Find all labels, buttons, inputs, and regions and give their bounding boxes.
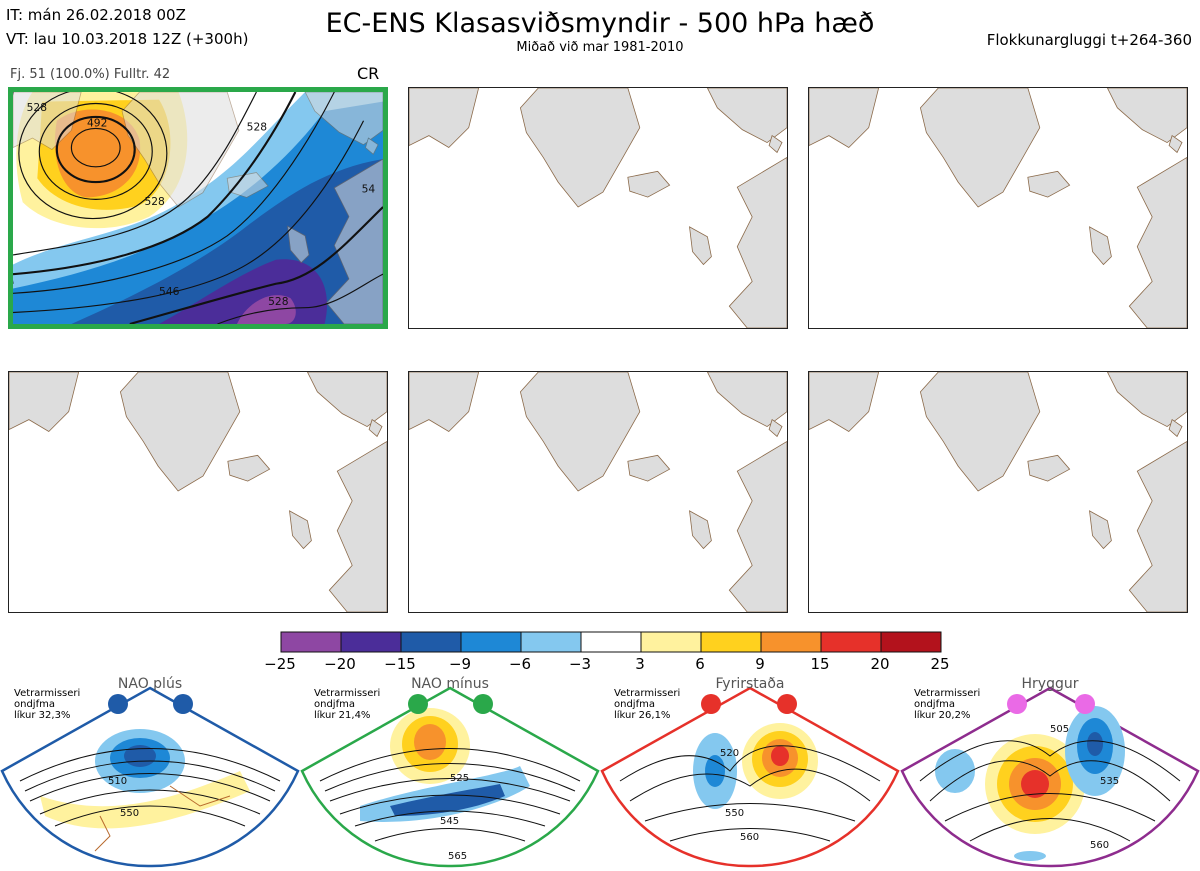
colorbar-tick: −15 xyxy=(384,655,416,673)
empty-map-panel xyxy=(408,371,788,613)
page-title: EC-ENS Klasasviðsmyndir - 500 hPa hæð xyxy=(325,8,875,39)
regime-map: 525 545 565 xyxy=(300,686,600,868)
contour-label: 528 xyxy=(247,120,268,133)
contour-label: 535 xyxy=(1100,776,1119,787)
colorbar-box xyxy=(340,631,402,653)
colorbar-tick: −25 xyxy=(264,655,296,673)
regime-note: Vetrarmisseri ondjfma líkur 20,2% xyxy=(914,688,994,721)
empty-map-panel xyxy=(8,371,388,613)
colorbar-box xyxy=(700,631,762,653)
cluster-code: CR xyxy=(357,64,380,83)
regime-note-line: líkur 26,1% xyxy=(614,710,671,721)
colorbar-box xyxy=(460,631,522,653)
colorbar-tick: 20 xyxy=(870,655,890,673)
regime-nao-minus: 525 545 565 NAO mínus Vetrarmisseri ondjf… xyxy=(300,676,600,871)
regime-note-line: ondjfma xyxy=(314,699,355,710)
regime-name: Hryggur xyxy=(1021,676,1079,692)
regime-map: 520 550 560 xyxy=(600,686,900,868)
page-subtitle: Miðað við mar 1981-2010 xyxy=(516,40,684,55)
regime-note: Vetrarmisseri ondjfma líkur 32,3% xyxy=(14,688,94,721)
height-contours xyxy=(13,92,383,324)
regime-note-line: líkur 32,3% xyxy=(14,710,71,721)
colorbar-tick: −9 xyxy=(448,655,472,673)
empty-map-panel xyxy=(808,87,1188,329)
regime-note: Vetrarmisseri ondjfma líkur 26,1% xyxy=(614,688,694,721)
colorbar-box xyxy=(280,631,342,653)
regime-note-line: Vetrarmisseri xyxy=(314,688,381,699)
contour-label: 550 xyxy=(120,808,139,819)
contour-label: 492 xyxy=(87,117,107,130)
regime-note-line: ondjfma xyxy=(14,699,55,710)
colorbar-box xyxy=(820,631,882,653)
empty-map xyxy=(809,372,1187,612)
contour-label: 560 xyxy=(740,832,759,843)
contour-label: 546 xyxy=(159,285,180,298)
regime-name: NAO mínus xyxy=(411,676,489,692)
regime-note-line: Vetrarmisseri xyxy=(614,688,681,699)
regime-note-line: líkur 20,2% xyxy=(914,710,971,721)
colorbar-box xyxy=(580,631,642,653)
valid-time: VT: lau 10.03.2018 12Z (+300h) xyxy=(6,30,249,48)
regime-name: Fyrirstaða xyxy=(715,676,785,692)
cluster-map: 492 528 528 546 528 528 54 xyxy=(13,92,383,324)
colorbar-box xyxy=(760,631,822,653)
empty-map-panel xyxy=(408,87,788,329)
empty-map-panel xyxy=(808,371,1188,613)
contour-label: 550 xyxy=(725,808,744,819)
contour-label: 520 xyxy=(720,748,739,759)
regime-note-line: líkur 21,4% xyxy=(314,710,371,721)
colorbar-box xyxy=(880,631,942,653)
classification-window: Flokkunargluggi t+264-360 xyxy=(986,31,1192,49)
contour-label: 528 xyxy=(268,295,289,308)
colorbar-tick: −20 xyxy=(324,655,356,673)
regime-fyrirstada: 520 550 560 Fyrirstaða Vetrarmisseri ondj… xyxy=(600,676,900,871)
colorbar-tick: 3 xyxy=(635,655,645,673)
anomaly-minus20 xyxy=(236,295,296,324)
colorbar-box xyxy=(640,631,702,653)
regime-nao-plus: 510 550 NAO plús Vetrarmisseri ondjfma lík… xyxy=(0,676,300,871)
contour-label: 528 xyxy=(27,101,48,114)
regime-note-line: Vetrarmisseri xyxy=(914,688,981,699)
contour-label: 525 xyxy=(450,773,469,784)
contour-label: 545 xyxy=(440,816,459,827)
regime-note-line: Vetrarmisseri xyxy=(14,688,81,699)
colorbar-tick: 9 xyxy=(755,655,765,673)
cluster-info: Fj. 51 (100.0%) Fulltr. 42 xyxy=(10,67,171,82)
contour-label: 565 xyxy=(448,851,467,862)
cluster-map-panel: 492 528 528 546 528 528 54 xyxy=(8,87,388,329)
regime-note: Vetrarmisseri ondjfma líkur 21,4% xyxy=(314,688,394,721)
regime-name: NAO plús xyxy=(117,676,183,692)
colorbar-box xyxy=(520,631,582,653)
regime-hryggur: 505 535 560 Hryggur Vetrarmisseri ondjfma… xyxy=(900,676,1200,871)
contour-label: 528 xyxy=(144,195,165,208)
empty-map xyxy=(409,372,787,612)
empty-map xyxy=(9,372,387,612)
contour-label: 505 xyxy=(1050,724,1069,735)
regime-note-line: ondjfma xyxy=(614,699,655,710)
contour-label: 560 xyxy=(1090,840,1109,851)
regime-map: 510 550 xyxy=(0,686,300,868)
colorbar-tick: 15 xyxy=(810,655,830,673)
regime-note-line: ondjfma xyxy=(914,699,955,710)
colorbar-tick: 25 xyxy=(930,655,950,673)
empty-map xyxy=(409,88,787,328)
empty-map xyxy=(809,88,1187,328)
colorbar-box xyxy=(400,631,462,653)
init-time: IT: mán 26.02.2018 00Z xyxy=(6,6,186,24)
colorbar-tick: −6 xyxy=(508,655,532,673)
colorbar-tick: −3 xyxy=(568,655,592,673)
regime-map: 505 535 560 xyxy=(900,686,1200,868)
colorbar xyxy=(280,631,942,653)
colorbar-tick: 6 xyxy=(695,655,705,673)
contour-label: 510 xyxy=(108,776,127,787)
contour-label: 54 xyxy=(362,183,376,196)
